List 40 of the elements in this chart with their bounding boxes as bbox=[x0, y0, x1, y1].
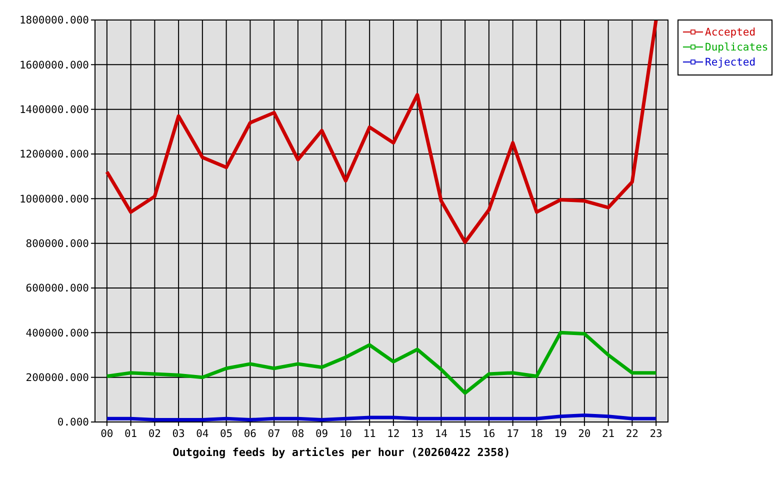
x-tick-label: 11 bbox=[363, 428, 376, 440]
x-tick-label: 10 bbox=[339, 428, 352, 440]
y-tick-label: 1600000.000 bbox=[19, 59, 89, 72]
x-tick-label: 03 bbox=[172, 428, 185, 440]
legend-label: Accepted bbox=[705, 26, 756, 39]
y-tick-label: 1400000.000 bbox=[19, 104, 89, 116]
y-tick-label: 800000.000 bbox=[26, 238, 89, 250]
x-tick-label: 05 bbox=[220, 428, 233, 440]
x-tick-label: 07 bbox=[268, 428, 280, 440]
y-tick-label: 200000.000 bbox=[26, 372, 89, 384]
x-tick-label: 06 bbox=[244, 428, 257, 440]
y-tick-label: 600000.000 bbox=[26, 282, 89, 295]
x-tick-label: 23 bbox=[650, 428, 662, 440]
legend-label: Duplicates bbox=[705, 42, 768, 54]
y-tick-label: 1000000.000 bbox=[19, 193, 89, 206]
line-series bbox=[105, 18, 658, 244]
x-tick-label: 21 bbox=[602, 428, 615, 440]
x-tick-label: 14 bbox=[434, 428, 448, 440]
x-tick-label: 01 bbox=[124, 428, 138, 440]
x-tick-label: 08 bbox=[292, 428, 304, 440]
y-tick-label: 1800000.000 bbox=[19, 14, 89, 27]
x-axis-title: Outgoing feeds by articles per hour (20260422 2358) bbox=[172, 446, 510, 459]
y-tick-label: 0.000 bbox=[57, 416, 89, 429]
x-tick-label: 09 bbox=[315, 428, 328, 440]
line-series bbox=[105, 330, 658, 395]
x-tick-label: 00 bbox=[100, 428, 114, 440]
legend-label: Rejected bbox=[705, 56, 756, 69]
x-tick-label: 20 bbox=[578, 428, 591, 440]
x-tick-label: 04 bbox=[196, 428, 209, 440]
x-tick-label: 17 bbox=[506, 428, 520, 440]
x-tick-label: 02 bbox=[148, 428, 162, 440]
x-tick-label: 22 bbox=[626, 428, 639, 440]
x-tick-label: 16 bbox=[482, 428, 496, 440]
y-tick-label: 400000.000 bbox=[26, 327, 89, 340]
x-tick-label: 18 bbox=[530, 428, 544, 440]
x-tick-label: 15 bbox=[458, 428, 472, 440]
x-tick-label: 12 bbox=[387, 428, 400, 440]
y-tick-label: 1200000.000 bbox=[19, 148, 89, 161]
x-tick-label: 13 bbox=[410, 428, 424, 440]
x-tick-label: 19 bbox=[554, 428, 567, 440]
